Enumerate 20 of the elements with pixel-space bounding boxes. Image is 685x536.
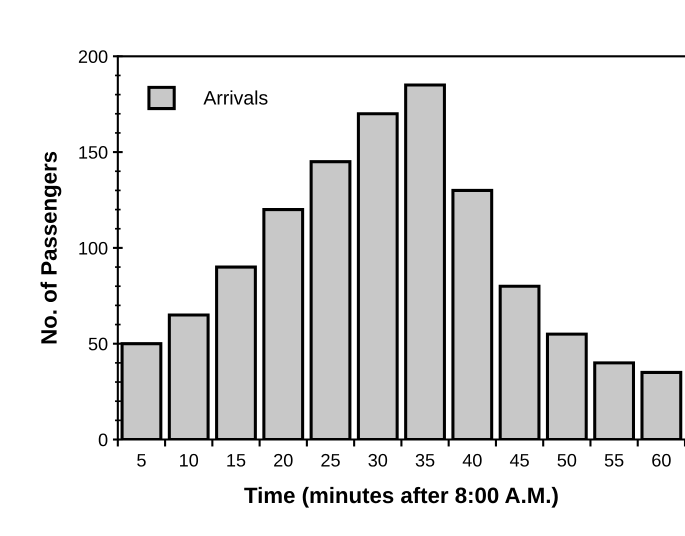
x-tick-label: 5 — [137, 454, 146, 467]
x-tick-label: 50 — [558, 454, 576, 467]
x-tick-label: 10 — [180, 454, 198, 467]
x-tick-label: 55 — [604, 454, 624, 467]
x-axis-title: Time (minutes after 8:00 A.M.) — [244, 486, 558, 508]
y-tick-label: 200 — [78, 50, 108, 63]
y-axis-title: No. of Passengers — [40, 152, 62, 344]
x-tick-label: 20 — [274, 454, 293, 467]
x-tick-label: 25 — [321, 454, 340, 467]
x-tick-label: 40 — [462, 454, 482, 467]
y-tick-label: 150 — [79, 146, 108, 159]
x-tick-label: 60 — [652, 454, 671, 467]
legend-label: Arrivals — [203, 90, 268, 105]
y-tick-label: 100 — [79, 242, 108, 255]
x-tick-label: 30 — [368, 454, 388, 467]
x-tick-label: 15 — [227, 454, 246, 467]
y-tick-label: 50 — [88, 338, 108, 350]
x-tick-label: 35 — [416, 454, 434, 467]
y-tick-label: 0 — [98, 433, 108, 446]
x-tick-label: 45 — [510, 454, 529, 467]
